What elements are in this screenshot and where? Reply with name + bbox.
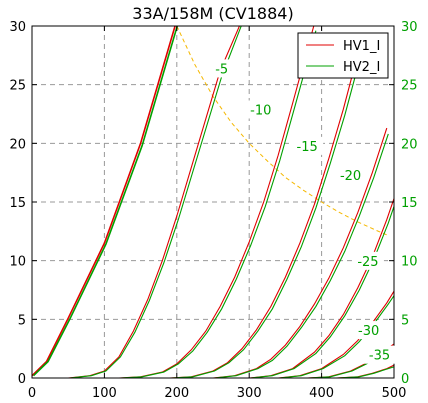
y-tick-label: 15: [9, 196, 26, 211]
y2-tick-label: 25: [401, 79, 418, 94]
x-tick-label: 100: [92, 386, 117, 401]
y2-tick-label: 5: [401, 313, 409, 328]
curve-label: -20: [340, 169, 361, 184]
y-tick-label: 25: [9, 79, 26, 94]
hv2-curve-g25: [250, 204, 394, 378]
curve-label: -10: [250, 103, 271, 118]
y2-tick-label: 10: [401, 255, 418, 270]
legend-label-hv1: HV1_I: [343, 39, 380, 54]
hv2-curve-g15: [171, 61, 360, 378]
y-tick-label: 5: [18, 313, 26, 328]
series-layer: [32, 26, 394, 378]
x-tick-label: 0: [28, 386, 36, 401]
curve-label-layer: -5 -10 -15 -20 -25 -30 -35: [209, 59, 396, 364]
y2-tick-label: 30: [401, 20, 418, 35]
legend-box: [297, 32, 389, 79]
hv2-curve-g5: [69, 26, 242, 378]
y-tick-label: 0: [18, 372, 26, 387]
hv2-curve-g40: [337, 366, 394, 378]
curve-label-bg: [352, 321, 385, 340]
x-tick-label: 400: [309, 386, 334, 401]
y2-tick-label: 15: [401, 196, 418, 211]
curve-label-bg: [351, 251, 384, 270]
curve-label-bg: [209, 59, 234, 78]
hv2-curve-g0: [32, 26, 179, 377]
curve-label-bg: [334, 166, 367, 185]
y-tick-label: 10: [9, 255, 26, 270]
curve-label: -25: [357, 255, 378, 270]
x-tick-label: 300: [237, 386, 262, 401]
y-tick-label: 30: [9, 20, 26, 35]
x-tick-label: 500: [382, 386, 407, 401]
y2-tick-label: 0: [401, 372, 409, 387]
hv2-curve-g10: [120, 30, 317, 378]
curve-label: -5: [215, 62, 228, 77]
y-tick-label: 20: [9, 137, 26, 152]
hv2-curve-g20: [214, 133, 389, 378]
legend: HV1_I HV2_I: [297, 32, 389, 79]
curve-label-bg: [363, 345, 396, 364]
hv2-curve-g30: [279, 294, 394, 378]
chart-title: 33A/158M (CV1884): [132, 4, 293, 23]
curve-label: -30: [358, 324, 379, 339]
curve-label-bg: [291, 136, 324, 155]
hv1-curve-g0: [32, 26, 176, 377]
curve-label: -15: [297, 140, 318, 155]
curve-label: -35: [369, 349, 390, 364]
curve-label-bg: [244, 100, 277, 119]
legend-label-hv2: HV2_I: [343, 60, 380, 75]
x-tick-label: 200: [164, 386, 189, 401]
y2-tick-label: 20: [401, 137, 418, 152]
